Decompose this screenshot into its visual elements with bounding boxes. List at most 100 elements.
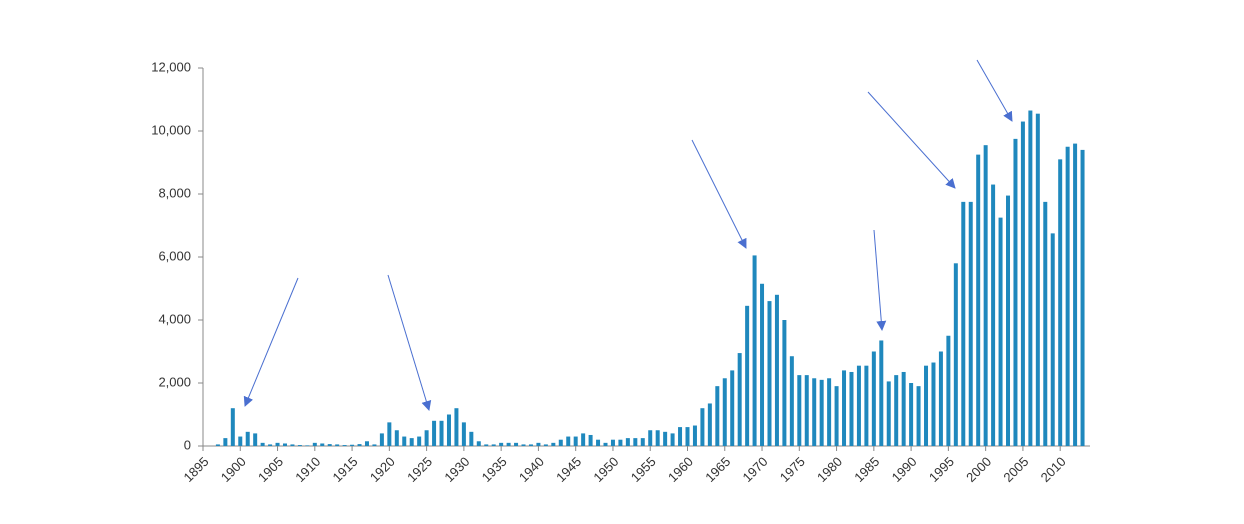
x-tick-label: 1970 — [740, 454, 771, 485]
bar — [543, 444, 548, 446]
x-tick-label: 1955 — [628, 454, 659, 485]
bar — [640, 438, 645, 446]
bar — [879, 340, 884, 446]
x-tick-label: 1900 — [218, 454, 249, 485]
bar — [566, 436, 571, 446]
bar — [916, 386, 921, 446]
bar — [342, 445, 347, 446]
bar — [1058, 159, 1063, 446]
x-tick-label: 1945 — [553, 454, 584, 485]
bar — [864, 365, 869, 446]
bar — [700, 408, 705, 446]
bar — [573, 436, 578, 446]
bar — [476, 441, 481, 446]
arrow — [873, 229, 887, 331]
bar — [953, 263, 958, 446]
bar — [692, 425, 697, 446]
bar — [409, 438, 414, 446]
x-tick-label: 1990 — [889, 454, 920, 485]
bar — [804, 375, 809, 446]
bar — [722, 378, 727, 446]
bar — [230, 408, 235, 446]
bar — [260, 442, 265, 446]
bar — [827, 378, 832, 446]
bar — [670, 433, 675, 446]
bar — [968, 201, 973, 446]
x-tick-label: 1915 — [330, 454, 361, 485]
bar — [424, 430, 429, 446]
bar — [1020, 121, 1025, 447]
bar — [938, 351, 943, 446]
bar — [588, 434, 593, 446]
bar — [909, 383, 914, 446]
x-tick-label: 1935 — [479, 454, 510, 485]
bar — [625, 438, 630, 446]
bar — [707, 403, 712, 446]
bar — [312, 442, 317, 446]
bar — [1050, 233, 1055, 446]
y-tick-label: 12,000 — [151, 59, 191, 74]
bar — [461, 422, 466, 446]
bar — [417, 436, 422, 446]
bar — [364, 441, 369, 446]
arrow — [976, 59, 1013, 122]
bar — [282, 443, 287, 446]
bar — [730, 370, 735, 446]
bar — [610, 439, 615, 446]
bar — [849, 371, 854, 446]
bar — [432, 420, 437, 446]
bar — [752, 255, 757, 446]
bar — [1065, 146, 1070, 446]
bar — [894, 375, 899, 446]
bar — [499, 442, 504, 446]
x-tick-label: 1940 — [516, 454, 547, 485]
bar — [446, 414, 451, 446]
x-tick-label: 1985 — [851, 454, 882, 485]
bar — [402, 436, 407, 446]
bar — [596, 439, 601, 446]
bar — [379, 433, 384, 446]
bar — [558, 439, 563, 446]
x-tick-label: 1975 — [777, 454, 808, 485]
bar — [469, 431, 474, 446]
x-tick-label: 2010 — [1038, 454, 1069, 485]
bar — [350, 444, 355, 446]
x-tick-label: 1965 — [702, 454, 733, 485]
y-tick-label: 0 — [184, 437, 191, 452]
bar — [678, 427, 683, 446]
bar — [268, 444, 273, 446]
bar — [491, 444, 496, 446]
bar — [514, 442, 519, 446]
bar — [946, 335, 951, 446]
bar — [290, 444, 295, 446]
arrow — [691, 139, 747, 249]
bar — [655, 430, 660, 446]
bar — [454, 408, 459, 446]
bar — [1043, 201, 1048, 446]
bar — [663, 431, 668, 446]
bar — [327, 444, 332, 446]
bar — [372, 444, 377, 446]
x-tick-label: 1925 — [404, 454, 435, 485]
bar — [760, 283, 765, 446]
bar — [1080, 149, 1085, 446]
arrow — [387, 274, 432, 411]
bar — [745, 305, 750, 446]
bar — [648, 430, 653, 446]
bar — [536, 442, 541, 446]
x-tick-label: 1980 — [814, 454, 845, 485]
y-tick-label: 10,000 — [151, 122, 191, 137]
bar — [715, 386, 720, 446]
bar — [961, 201, 966, 446]
bar — [856, 365, 861, 446]
bar — [782, 320, 787, 446]
x-tick-label: 1950 — [590, 454, 621, 485]
bar — [618, 439, 623, 446]
bar — [1035, 113, 1040, 447]
x-tick-label: 1995 — [926, 454, 957, 485]
bar — [998, 217, 1003, 446]
bar — [521, 444, 526, 446]
bar — [991, 184, 996, 447]
bar — [1006, 195, 1011, 446]
